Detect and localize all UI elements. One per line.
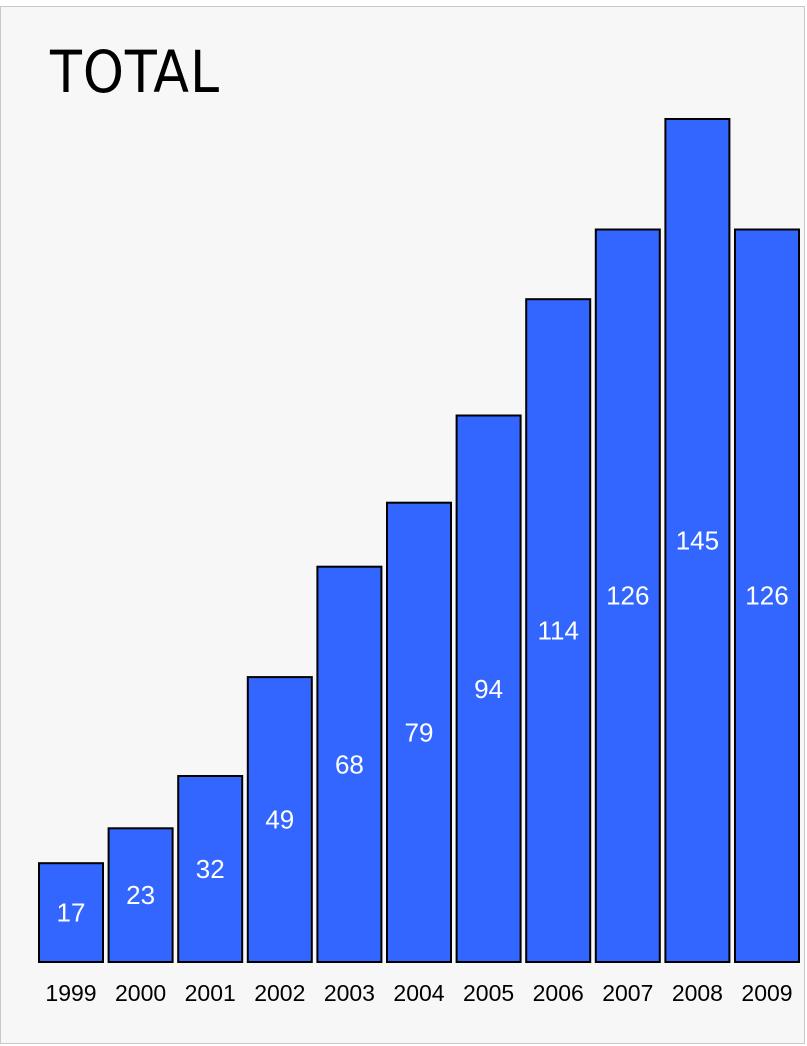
x-tick-label: 2003 [324,980,375,1006]
bar-2005 [455,414,522,963]
bar-2006 [525,298,592,963]
chart-title: TOTAL [50,38,221,106]
bar-2003 [316,565,383,963]
bar-2007 [594,228,661,963]
bar-value-label: 126 [745,581,788,611]
bar-value-label: 79 [405,717,434,747]
x-tick-label: 2005 [463,980,514,1006]
bar-value-label: 94 [474,674,503,704]
bar-value-label: 23 [126,880,155,910]
bar-2002 [246,676,313,963]
bar-2008 [664,118,731,963]
bar-1999 [38,862,104,964]
bar-2001 [177,775,244,963]
x-tick-label: 2006 [533,980,584,1006]
bar-value-label: 145 [676,526,719,556]
bar-value-label: 17 [57,898,86,928]
x-tick-label: 2008 [672,980,723,1006]
bar-2004 [386,501,452,963]
x-tick-label: 2007 [602,980,653,1006]
x-tick-label: 2000 [115,980,166,1006]
x-tick-label: 2002 [254,980,305,1006]
bar-2000 [107,827,174,963]
bar-value-label: 49 [265,805,294,835]
x-tick-label: 1999 [45,980,96,1006]
bar-value-label: 114 [537,616,578,646]
x-tick-label: 2001 [185,980,236,1006]
bar-value-label: 126 [606,581,649,611]
bar-2009 [734,228,800,963]
bar-value-label: 32 [196,854,225,884]
x-tick-label: 2009 [741,980,792,1006]
bar-value-label: 68 [335,749,364,779]
x-tick-label: 2004 [393,980,444,1006]
